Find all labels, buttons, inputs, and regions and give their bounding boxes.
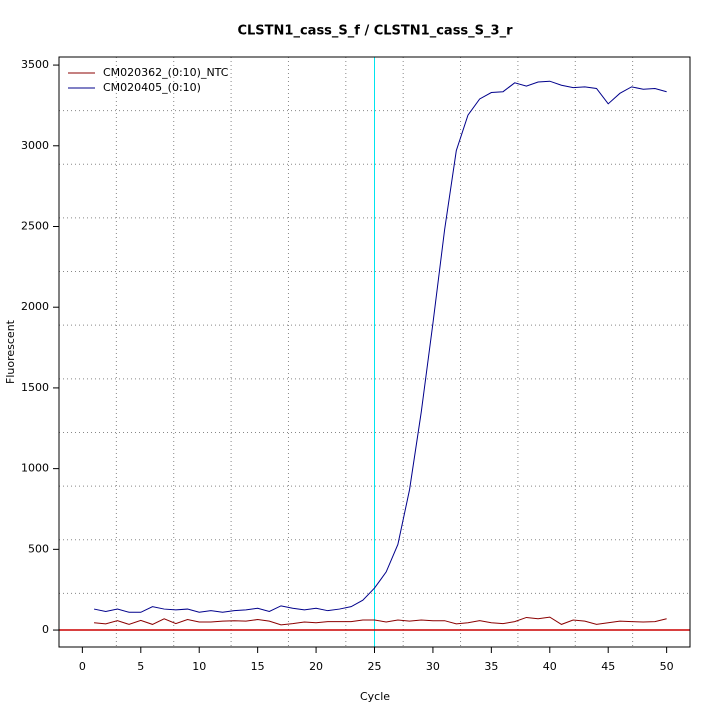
x-tick-label: 10 <box>192 660 206 673</box>
y-tick-label: 2500 <box>21 219 49 232</box>
x-tick-label: 0 <box>79 660 86 673</box>
series-line <box>94 616 667 626</box>
y-tick-label: 2000 <box>21 300 49 313</box>
x-tick-label: 40 <box>543 660 557 673</box>
x-tick-label: 45 <box>601 660 615 673</box>
x-tick-label: 5 <box>137 660 144 673</box>
x-tick-label: 25 <box>368 660 382 673</box>
y-tick-label: 500 <box>28 542 49 555</box>
plot-frame <box>58 56 691 648</box>
y-axis-label: Fluorescent <box>4 319 17 384</box>
chart-title: CLSTN1_cass_S_f / CLSTN1_cass_S_3_r <box>237 24 513 39</box>
y-tick-label: 3000 <box>21 139 49 152</box>
x-tick-label: 15 <box>251 660 265 673</box>
x-tick-label: 20 <box>309 660 323 673</box>
x-tick-label: 30 <box>426 660 440 673</box>
y-tick-label: 0 <box>42 623 49 636</box>
x-tick-label: 50 <box>660 660 674 673</box>
y-tick-label: 3500 <box>21 58 49 71</box>
x-axis-label: Cycle <box>360 690 390 703</box>
legend-label: CM020405_(0:10) <box>103 81 201 94</box>
y-tick-label: 1500 <box>21 381 49 394</box>
series-line <box>93 80 667 613</box>
legend-label: CM020362_(0:10)_NTC <box>103 66 229 79</box>
x-tick-label: 35 <box>484 660 498 673</box>
y-tick-label: 1000 <box>21 462 49 475</box>
